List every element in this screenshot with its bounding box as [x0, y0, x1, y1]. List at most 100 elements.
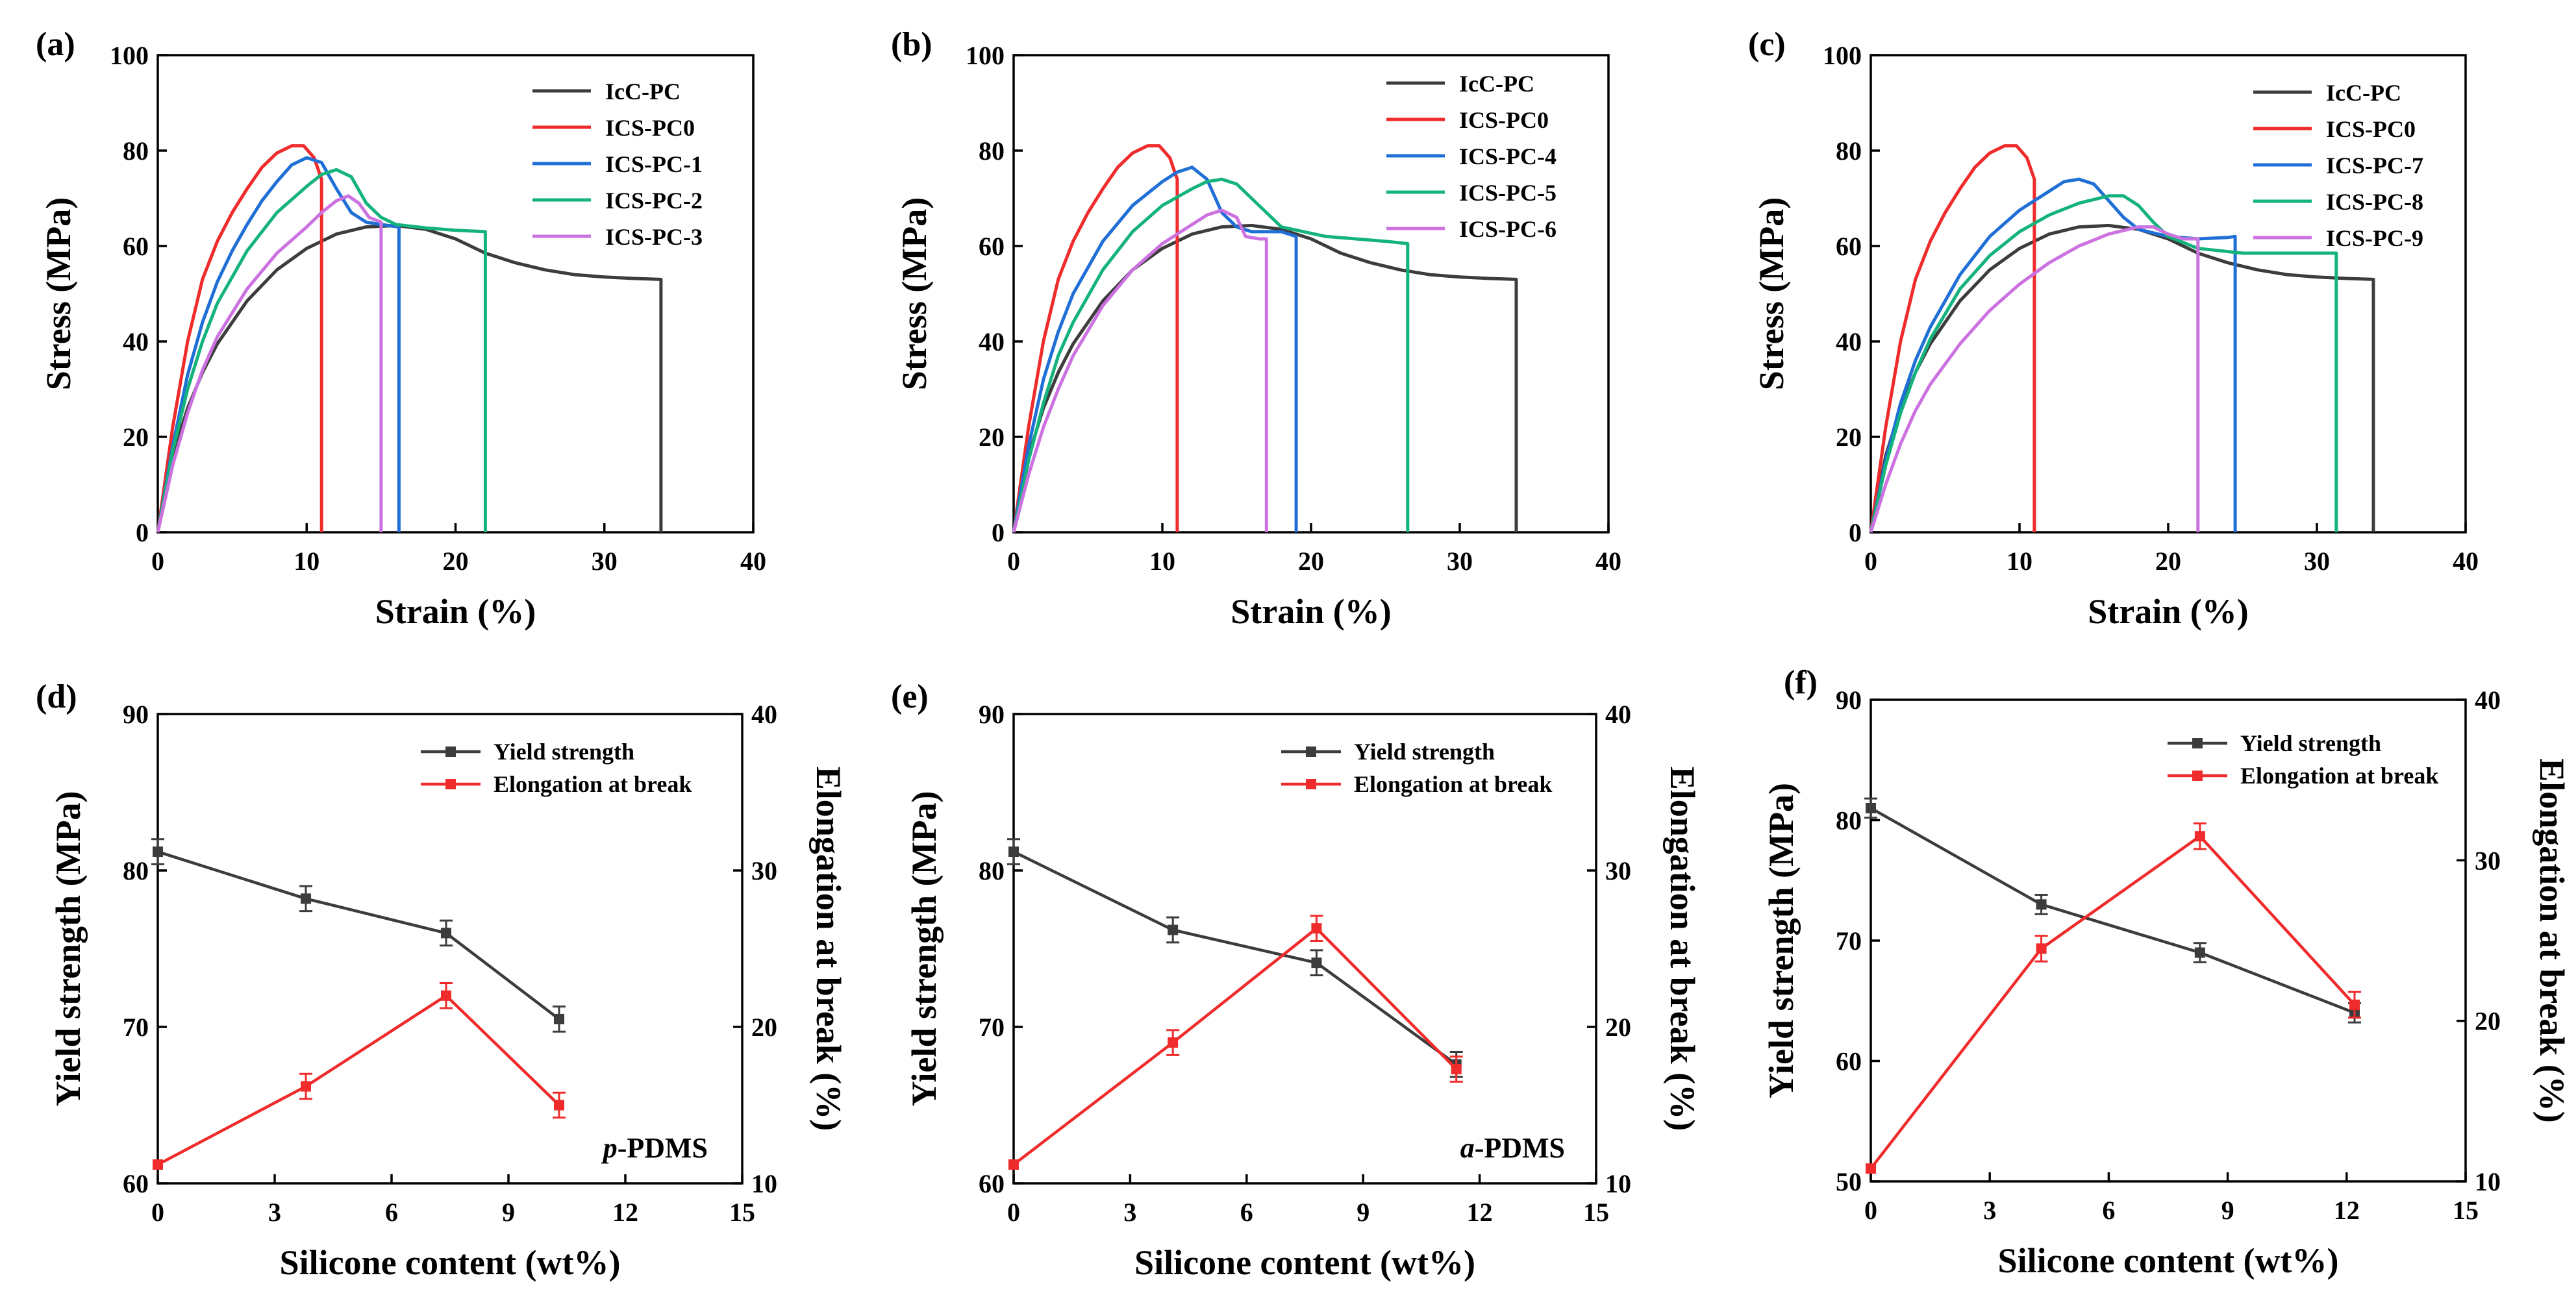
pdms-annotation: p-PDMS [601, 1132, 708, 1164]
data-point [554, 1013, 564, 1024]
series-line-ICS-PC-1 [156, 156, 401, 533]
y-tick-label: 70 [1836, 926, 1862, 956]
panel-label: (c) [1748, 26, 1786, 63]
y-tick-label: 0 [1849, 518, 1862, 547]
legend-entry: IcC-PC [1459, 71, 1534, 97]
panel-c: (c) 0 10 20 30 40 0 20 40 60 80 100 Strain (%) Stress… [1748, 26, 2479, 631]
y-tick-label: 100 [966, 41, 1005, 70]
legend-entry: ICS-PC-3 [605, 224, 703, 250]
y-tick-label: 80 [1836, 136, 1862, 166]
x-tick-label: 30 [592, 547, 618, 576]
y-tick-label: 40 [1836, 327, 1862, 356]
panel-label: (d) [36, 678, 77, 715]
x-tick-label: 3 [268, 1198, 281, 1227]
x-tick-label: 6 [385, 1198, 398, 1227]
x-axis-label: Strain (%) [375, 592, 536, 631]
data-point [153, 1159, 163, 1170]
legend: IcC-PC ICS-PC0 ICS-PC-1 ICS-PC-2 ICS-PC-3 [532, 79, 703, 250]
x-axis-label: Strain (%) [2088, 592, 2248, 631]
x-tick-label: 20 [1298, 547, 1324, 576]
x-tick-label: 15 [729, 1198, 755, 1227]
series-line-Elongation at break [1869, 834, 2356, 1170]
y-axis-label: Yield strength (MPa) [1762, 783, 1801, 1098]
y2-tick-label: 20 [1605, 1013, 1631, 1042]
series-line-ICS-PC-4 [1012, 166, 1298, 533]
series-line-ICS-PC0 [1869, 144, 2036, 533]
legend-entry: ICS-PC-4 [1459, 143, 1557, 169]
series-line-Yield strength [1013, 850, 1458, 1066]
legend-entry: Elongation at break [494, 771, 692, 797]
x-tick-label: 20 [443, 547, 469, 576]
y-tick-label: 70 [979, 1013, 1005, 1042]
plot-frame [156, 713, 744, 1185]
pdms-annotation: a-PDMS [1460, 1132, 1565, 1164]
x-axis-label: Strain (%) [1231, 592, 1391, 631]
series-line-ICS-PC-2 [156, 167, 487, 533]
x-tick-label: 12 [1467, 1198, 1493, 1227]
data-point [153, 846, 163, 857]
x-tick-label: 12 [612, 1198, 638, 1227]
data-point [1311, 923, 1322, 934]
y2-tick-label: 40 [1605, 700, 1631, 729]
y-tick-label: 60 [123, 232, 149, 261]
x-axis-label: Silicone content (wt%) [1998, 1241, 2339, 1280]
x-tick-label: 0 [1864, 1196, 1877, 1225]
panel-e: (e) 0 3 6 9 12 15 60 70 80 90 10 20 30 40 Silicone cont… [891, 678, 1702, 1282]
legend-entry: ICS-PC-2 [605, 188, 703, 214]
data-point [2036, 943, 2047, 954]
panel-label: (e) [891, 678, 929, 715]
y-tick-label: 80 [979, 136, 1005, 166]
legend-entry: ICS-PC0 [1459, 107, 1549, 133]
y-axis-label: Stress (MPa) [39, 197, 78, 390]
data-point [2194, 831, 2205, 842]
legend: IcC-PC ICS-PC0 ICS-PC-7 ICS-PC-8 ICS-PC-9 [2253, 80, 2423, 251]
panel-label: (b) [891, 26, 932, 63]
annotation-text: -PDMS [1475, 1132, 1565, 1164]
data-point [2036, 899, 2047, 910]
legend-marker [1306, 779, 1316, 789]
y-tick-label: 50 [1836, 1167, 1862, 1196]
y-tick-label: 90 [123, 700, 149, 729]
legend-entry: ICS-PC-1 [605, 151, 703, 177]
legend-entry: ICS-PC-9 [2326, 225, 2423, 251]
annotation-prefix: a [1460, 1132, 1475, 1164]
x-tick-label: 6 [1240, 1198, 1253, 1227]
data-point [1008, 846, 1019, 857]
series-line-ICS-PC0 [156, 144, 323, 533]
panel-label: (a) [36, 26, 75, 63]
y-tick-label: 60 [1836, 1047, 1862, 1076]
legend-entry: ICS-PC-6 [1459, 216, 1557, 242]
panel-label: (f) [1784, 664, 1818, 701]
x-tick-label: 40 [2453, 547, 2479, 576]
plot-frame [1012, 713, 1597, 1185]
x-tick-label: 30 [1447, 547, 1473, 576]
x-tick-label: 9 [2221, 1196, 2234, 1225]
data-point [1866, 802, 1876, 813]
y-tick-label: 20 [1836, 423, 1862, 452]
y2-tick-label: 40 [2475, 685, 2501, 715]
series-line-ICS-PC-6 [1012, 208, 1268, 533]
legend: Yield strength Elongation at break [2168, 730, 2438, 789]
panel-d: (d) 0 3 6 9 12 15 60 70 80 90 10 20 30 40 Silicone cont… [36, 678, 848, 1282]
legend-marker [445, 746, 456, 757]
y-tick-label: 20 [979, 423, 1005, 452]
y-tick-label: 0 [992, 518, 1005, 547]
x-tick-label: 15 [2453, 1196, 2479, 1225]
y-tick-label: 80 [1836, 806, 1862, 835]
data-point [441, 990, 451, 1001]
series-line-Elongation at break [1012, 926, 1458, 1166]
y2-tick-label: 10 [1605, 1169, 1631, 1198]
x-tick-label: 15 [1583, 1198, 1609, 1227]
y-tick-label: 80 [123, 136, 149, 166]
legend: IcC-PC ICS-PC0 ICS-PC-4 ICS-PC-5 ICS-PC-6 [1386, 71, 1557, 242]
x-tick-label: 10 [294, 547, 319, 576]
series-line-Yield strength [157, 850, 560, 1020]
legend-entry: Yield strength [1354, 739, 1495, 765]
legend-marker [445, 779, 456, 789]
y-tick-label: 90 [1836, 685, 1862, 715]
y2-tick-label: 30 [2475, 846, 2501, 875]
y-axis-label: Stress (MPa) [1752, 197, 1791, 390]
x-tick-label: 40 [740, 547, 766, 576]
y-tick-label: 100 [110, 41, 149, 70]
